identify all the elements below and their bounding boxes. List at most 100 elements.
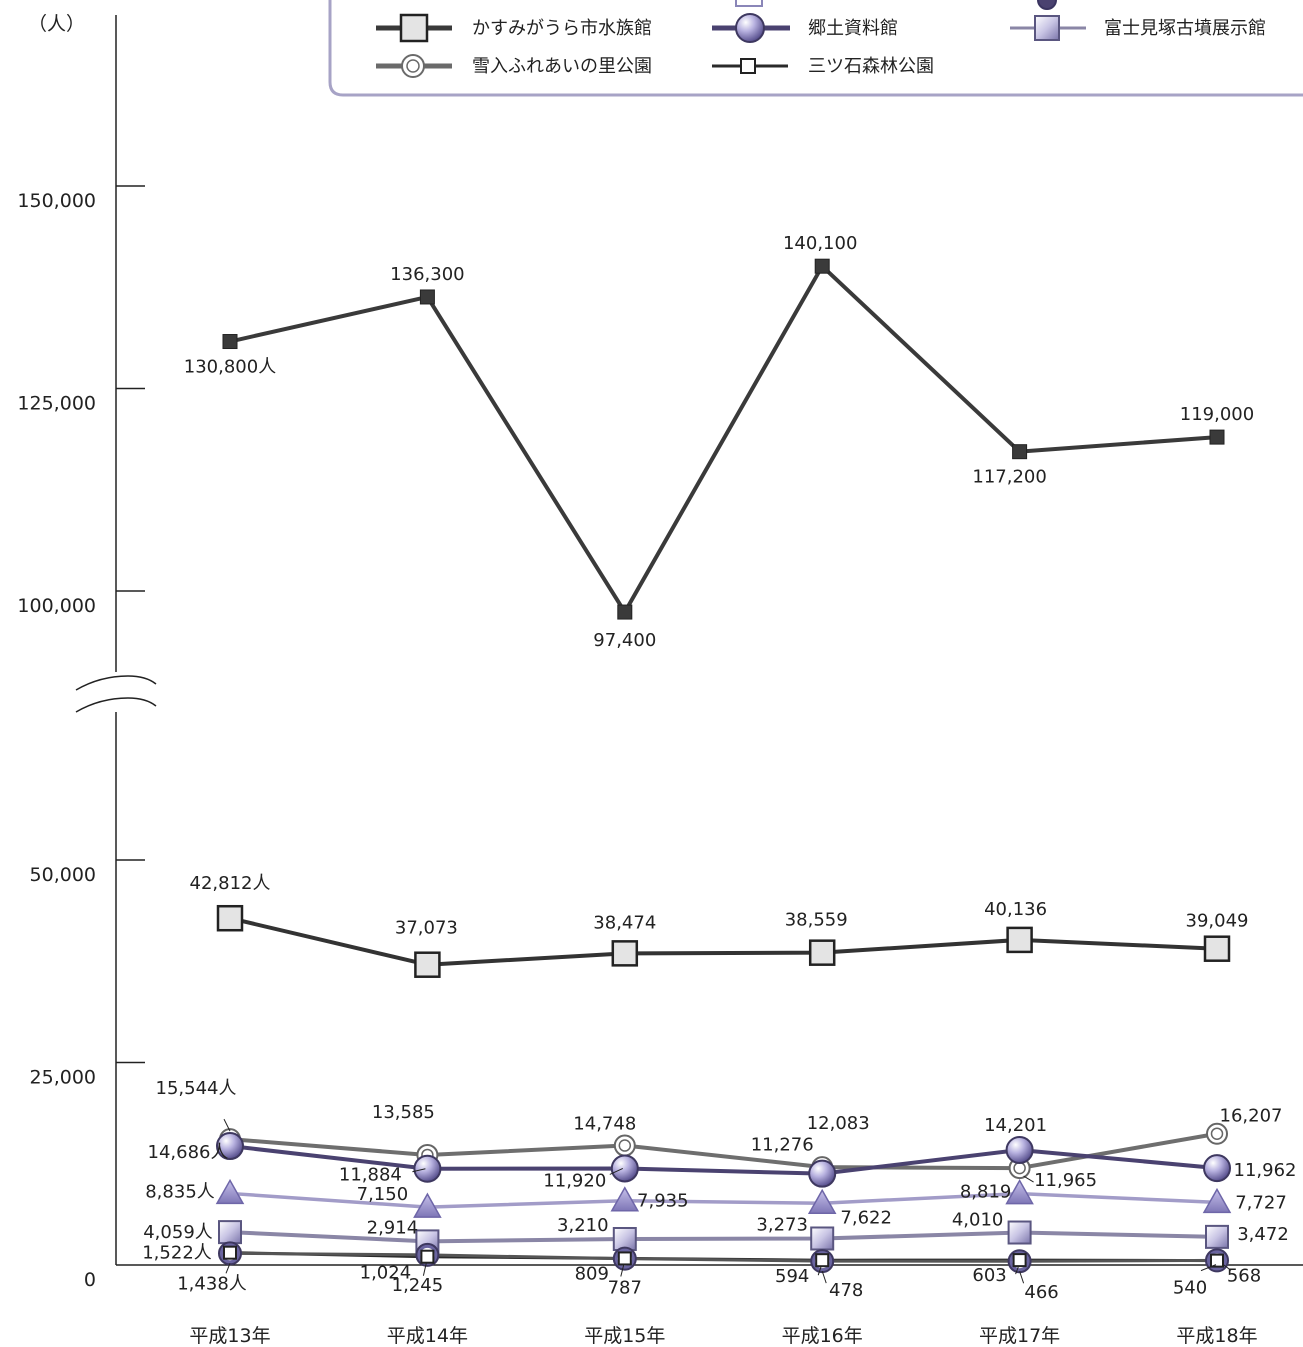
data-label: 11,884 [339, 1165, 402, 1186]
leader-line [609, 1167, 624, 1175]
data-point [1005, 1135, 1034, 1164]
axis-break-icon [75, 675, 157, 713]
data-label: 4,010 [952, 1210, 1004, 1231]
data-label: 97,400 [593, 630, 656, 651]
x-axis-labels: 平成13年 平成14年 平成15年 平成16年 平成17年 平成18年 [189, 1325, 1257, 1347]
data-label: 11,962 [1234, 1160, 1297, 1181]
series-line [229, 1230, 1218, 1244]
y-unit-label: （人） [28, 13, 85, 35]
data-point [222, 334, 238, 350]
data-point [611, 940, 639, 967]
data-label: 3,472 [1237, 1224, 1289, 1245]
data-point [1206, 1122, 1228, 1145]
data-label: 7,935 [637, 1191, 689, 1212]
data-point [617, 604, 633, 620]
data-label: 37,073 [395, 918, 458, 939]
data-label: 7,727 [1235, 1192, 1287, 1213]
legend-item-mitsuishi: 三ツ石森林公園 [712, 56, 934, 77]
data-point [808, 1159, 837, 1188]
data-point [1203, 935, 1231, 962]
legend-partial-triangle-icon [735, 0, 763, 7]
data-point [1006, 926, 1033, 954]
leader-lines [223, 1118, 1232, 1284]
leader-line [821, 1270, 827, 1284]
y-tick-label: 100,000 [17, 595, 96, 617]
legend-item-aquarium: かすみがうら市水族館 [376, 13, 652, 43]
data-label: 2,914 [367, 1217, 419, 1238]
leader-line [1200, 1264, 1217, 1272]
leader-line [422, 1262, 427, 1276]
data-point [810, 1226, 835, 1251]
data-label: 1,245 [392, 1275, 444, 1296]
data-point [413, 1154, 442, 1183]
data-label: 568 [1227, 1265, 1261, 1286]
x-tick-label: 平成15年 [584, 1325, 665, 1347]
data-label: 7,622 [840, 1207, 892, 1228]
y-tick-label: 25,000 [30, 1067, 96, 1089]
data-point [223, 1245, 237, 1260]
data-label: 8,819 [960, 1182, 1012, 1203]
legend-label: 雪入ふれあいの里公園 [472, 56, 652, 77]
leader-line [412, 1168, 426, 1173]
series-lines [229, 264, 1218, 1263]
square-small-white-icon [740, 58, 756, 74]
data-labels: 130,800人 136,300 97,400 140,100 117,200 119,0… [142, 233, 1296, 1303]
data-label: 40,136 [984, 899, 1047, 920]
data-label: 594 [775, 1266, 809, 1287]
y-tick-label: 150,000 [17, 190, 96, 212]
data-label: 14,686人 [148, 1142, 229, 1163]
data-label: 1,438人 [177, 1273, 247, 1294]
data-label: 39,049 [1186, 911, 1249, 932]
data-label: 11,276 [751, 1135, 814, 1156]
data-point [610, 1154, 639, 1183]
data-point [218, 1220, 242, 1245]
data-label: 478 [829, 1280, 863, 1301]
series-line [229, 264, 1218, 615]
legend-label: 三ツ石森林公園 [808, 56, 934, 77]
leader-line [1019, 1271, 1025, 1284]
data-point [1012, 444, 1028, 460]
leader-line [223, 1118, 231, 1132]
series-markers [215, 258, 1232, 1274]
data-point [613, 1134, 636, 1157]
data-point [808, 939, 836, 966]
y-tick-label: 125,000 [17, 393, 96, 415]
legend-item-folk-museum: 郷土資料館 [712, 13, 898, 43]
data-label: 787 [608, 1278, 642, 1299]
leader-line [225, 1263, 231, 1274]
legend-partial-circle-icon [1037, 0, 1057, 10]
series-line [229, 1191, 1218, 1209]
data-point [1209, 429, 1225, 445]
x-tick-label: 平成14年 [387, 1325, 468, 1347]
square-purple-icon [1034, 15, 1060, 41]
data-point [216, 1132, 244, 1161]
data-label: 130,800人 [184, 357, 276, 378]
series-line [229, 916, 1218, 967]
data-point [814, 258, 830, 274]
circle-purple-icon [735, 13, 765, 43]
x-tick-label: 平成16年 [782, 1325, 863, 1347]
data-point [420, 1249, 435, 1264]
y-tick-label: 0 [84, 1269, 96, 1291]
data-label: 119,000 [1180, 404, 1254, 425]
data-label: 38,474 [593, 912, 656, 933]
data-point [617, 1251, 632, 1266]
data-label: 8,835人 [145, 1181, 215, 1202]
data-point [419, 289, 435, 305]
data-point [1007, 1220, 1032, 1245]
data-label: 11,965 [1034, 1170, 1097, 1191]
leader-line [817, 1266, 822, 1276]
data-label: 4,059人 [143, 1222, 213, 1243]
data-label: 38,559 [785, 910, 848, 931]
legend-label: 富士見塚古墳展示館 [1104, 18, 1266, 39]
legend-frame [328, 0, 1303, 97]
y-tick-label: 50,000 [30, 864, 96, 886]
data-label: 3,273 [756, 1214, 808, 1235]
data-label: 136,300 [390, 264, 464, 285]
data-label: 809 [575, 1263, 609, 1284]
data-label: 1,024 [360, 1263, 412, 1284]
data-point [1202, 1187, 1232, 1214]
leader-line [620, 1264, 625, 1277]
legend-item-fujimizuka: 富士見塚古墳展示館 [1010, 15, 1266, 41]
